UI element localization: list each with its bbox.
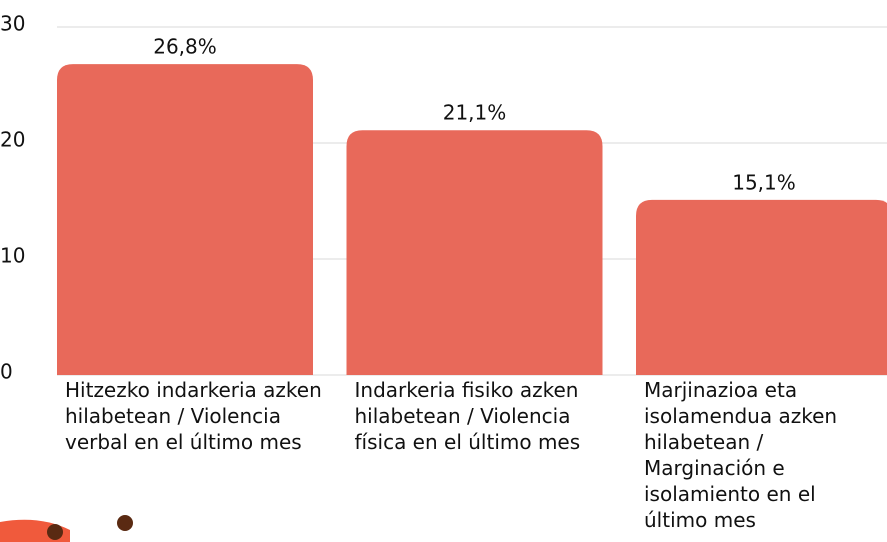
data-label: 26,8% [153, 35, 217, 59]
y-tick-label: 10 [0, 244, 25, 268]
y-tick-label: 30 [0, 12, 25, 36]
data-label: 21,1% [443, 101, 507, 125]
bar [636, 199, 887, 375]
x-tick-label: Marjinazioa eta isolamendua azken hilabe… [644, 378, 838, 532]
decoration-dot [47, 524, 63, 540]
x-tick-label: Hitzezko indarkeria azken hilabetean / V… [65, 378, 322, 454]
data-label: 15,1% [732, 170, 796, 194]
bar [57, 64, 313, 376]
bar [346, 130, 603, 375]
x-tick-label: Indarkeria fisiko azken hilabetean / Vio… [354, 378, 581, 454]
y-tick-label: 20 [0, 128, 25, 152]
decoration-dot [117, 515, 133, 531]
y-tick-label: 0 [0, 360, 13, 384]
